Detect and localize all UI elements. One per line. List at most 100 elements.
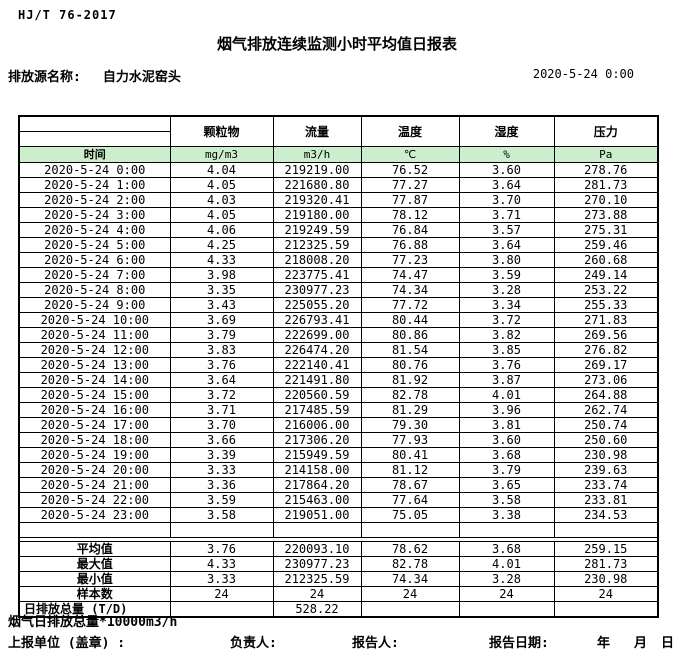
table-row: 2020-5-24 8:00 3.35 230977.23 74.34 3.28 253.… <box>18 282 659 298</box>
empty-cell <box>169 522 274 538</box>
value-cell: 77.64 <box>360 492 460 508</box>
time-cell: 2020-5-24 0:00 <box>18 162 171 178</box>
value-cell: 76.88 <box>360 237 460 253</box>
time-cell: 2020-5-24 17:00 <box>18 417 171 433</box>
value-cell: 77.23 <box>360 252 460 268</box>
value-cell: 3.72 <box>458 312 555 328</box>
value-cell: 259.46 <box>553 237 659 253</box>
value-cell: 4.03 <box>169 192 274 208</box>
summary-value: 3.28 <box>458 571 555 587</box>
value-cell: 80.76 <box>360 357 460 373</box>
monitoring-table: 颗粒物 流量 温度 湿度 压力 时间 mg/m3 m3/h ℃ % Pa 202… <box>18 115 659 618</box>
value-cell: 212325.59 <box>272 237 362 253</box>
summary-value: 259.15 <box>553 541 659 557</box>
value-cell: 215949.59 <box>272 447 362 463</box>
table-row: 2020-5-24 22:00 3.59 215463.00 77.64 3.58 233… <box>18 492 659 508</box>
summary-value: 220093.10 <box>272 541 362 557</box>
table-row: 2020-5-24 19:00 3.39 215949.59 80.41 3.68 230… <box>18 447 659 463</box>
summary-row: 日排放总量 (T/D) 528.22 <box>18 601 659 618</box>
standard-code: HJ/T 76-2017 <box>18 8 117 22</box>
summary-value: 3.76 <box>169 541 274 557</box>
summary-value: 24 <box>272 586 362 602</box>
unit-row: 时间 mg/m3 m3/h ℃ % Pa <box>18 146 659 163</box>
summary-value: 4.01 <box>458 556 555 572</box>
value-cell: 3.98 <box>169 267 274 283</box>
table-row: 2020-5-24 21:00 3.36 217864.20 78.67 3.65 233… <box>18 477 659 493</box>
value-cell: 81.92 <box>360 372 460 388</box>
value-cell: 275.31 <box>553 222 659 238</box>
value-cell: 221680.80 <box>272 177 362 193</box>
summary-label: 样本数 <box>18 586 171 602</box>
value-cell: 3.64 <box>169 372 274 388</box>
value-cell: 74.47 <box>360 267 460 283</box>
summary-value: 24 <box>553 586 659 602</box>
source-label: 排放源名称: <box>8 70 81 85</box>
summary-row: 样本数 24 24 24 24 24 <box>18 586 659 602</box>
value-cell: 3.59 <box>458 267 555 283</box>
value-cell: 3.35 <box>169 282 274 298</box>
summary-value: 24 <box>458 586 555 602</box>
value-cell: 3.72 <box>169 387 274 403</box>
value-cell: 80.41 <box>360 447 460 463</box>
value-cell: 4.01 <box>458 387 555 403</box>
table-row: 2020-5-24 15:00 3.72 220560.59 82.78 4.01 264… <box>18 387 659 403</box>
value-cell: 234.53 <box>553 507 659 523</box>
summary-value: 4.33 <box>169 556 274 572</box>
report-datetime: 2020-5-24 0:00 <box>532 67 634 81</box>
summary-value: 528.22 <box>272 601 362 618</box>
footer-note: 烟气日排放总量*10000m3/h <box>8 615 178 630</box>
value-cell: 3.70 <box>169 417 274 433</box>
value-cell: 217306.20 <box>272 432 362 448</box>
summary-value: 24 <box>169 586 274 602</box>
value-cell: 220560.59 <box>272 387 362 403</box>
empty-cell <box>18 522 171 538</box>
time-cell: 2020-5-24 1:00 <box>18 177 171 193</box>
value-cell: 3.59 <box>169 492 274 508</box>
report-date-label: 报告日期: <box>489 636 549 651</box>
value-cell: 219320.41 <box>272 192 362 208</box>
reporter-label: 报告人: <box>352 636 399 651</box>
summary-value: 281.73 <box>553 556 659 572</box>
value-cell: 3.60 <box>458 162 555 178</box>
value-cell: 221491.80 <box>272 372 362 388</box>
time-cell: 2020-5-24 12:00 <box>18 342 171 358</box>
column-header-temperature: 温度 <box>360 115 460 147</box>
value-cell: 239.63 <box>553 462 659 478</box>
value-cell: 76.52 <box>360 162 460 178</box>
value-cell: 278.76 <box>553 162 659 178</box>
table-row: 2020-5-24 23:00 3.58 219051.00 75.05 3.38 234… <box>18 507 659 523</box>
empty-cell <box>272 522 362 538</box>
time-cell: 2020-5-24 2:00 <box>18 192 171 208</box>
value-cell: 3.80 <box>458 252 555 268</box>
value-cell: 80.44 <box>360 312 460 328</box>
value-cell: 3.34 <box>458 297 555 313</box>
value-cell: 82.78 <box>360 387 460 403</box>
unit-cell-temperature: ℃ <box>360 146 460 163</box>
summary-value: 230.98 <box>553 571 659 587</box>
empty-row <box>18 522 659 538</box>
data-rows: 2020-5-24 0:00 4.04 219219.00 76.52 3.60 278.… <box>18 162 659 538</box>
value-cell: 226474.20 <box>272 342 362 358</box>
table-row: 2020-5-24 2:00 4.03 219320.41 77.87 3.70 270.… <box>18 192 659 208</box>
value-cell: 3.85 <box>458 342 555 358</box>
summary-row: 最大值 4.33 230977.23 82.78 4.01 281.73 <box>18 556 659 572</box>
table-row: 2020-5-24 16:00 3.71 217485.59 81.29 3.96 262… <box>18 402 659 418</box>
summary-label: 最小值 <box>18 571 171 587</box>
value-cell: 222140.41 <box>272 357 362 373</box>
value-cell: 77.72 <box>360 297 460 313</box>
responsible-label: 负责人: <box>230 636 277 651</box>
summary-row: 最小值 3.33 212325.59 74.34 3.28 230.98 <box>18 571 659 587</box>
column-header-particulate: 颗粒物 <box>169 115 274 147</box>
value-cell: 3.79 <box>458 462 555 478</box>
value-cell: 3.28 <box>458 282 555 298</box>
corner-cell-top <box>18 115 171 132</box>
value-cell: 3.33 <box>169 462 274 478</box>
value-cell: 81.54 <box>360 342 460 358</box>
table-row: 2020-5-24 6:00 4.33 218008.20 77.23 3.80 260.… <box>18 252 659 268</box>
value-cell: 77.93 <box>360 432 460 448</box>
value-cell: 3.79 <box>169 327 274 343</box>
value-cell: 3.66 <box>169 432 274 448</box>
time-cell: 2020-5-24 4:00 <box>18 222 171 238</box>
time-header-cell: 时间 <box>18 146 171 163</box>
